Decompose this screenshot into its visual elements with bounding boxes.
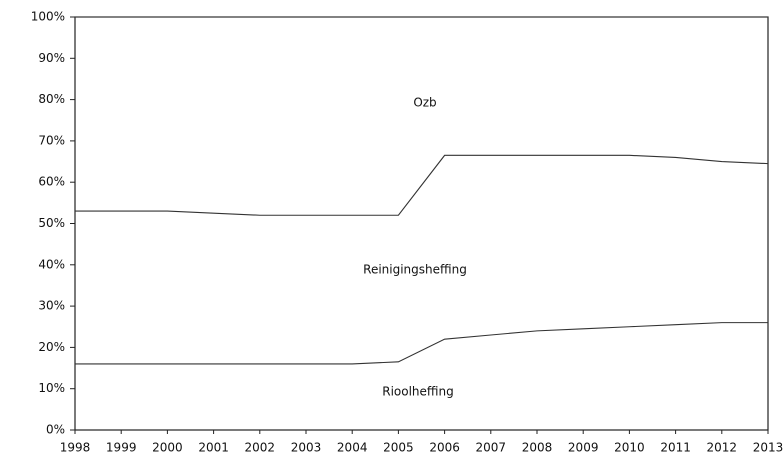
y-tick-label: 70% — [38, 133, 65, 147]
x-tick-label: 2011 — [660, 441, 691, 455]
y-tick-label: 40% — [38, 257, 65, 271]
series-label: Rioolheffing — [382, 385, 454, 399]
x-tick-label: 2001 — [198, 441, 229, 455]
x-tick-label: 2006 — [429, 441, 460, 455]
y-tick-label: 90% — [38, 51, 65, 65]
x-tick-label: 2009 — [568, 441, 599, 455]
series-label: Ozb — [413, 96, 436, 110]
series-label: Reinigingsheffing — [363, 263, 467, 277]
y-tick-label: 0% — [46, 423, 65, 437]
y-tick-label: 10% — [38, 381, 65, 395]
series-boundary — [75, 154, 769, 216]
x-tick-label: 2002 — [245, 441, 276, 455]
x-tick-label: 1999 — [106, 441, 137, 455]
x-tick-label: 2013 — [753, 441, 784, 455]
plot-frame — [74, 16, 769, 431]
x-tick-label: 2007 — [476, 441, 507, 455]
x-tick-label: 1998 — [60, 441, 91, 455]
x-tick-label: 2000 — [152, 441, 183, 455]
x-tick-label: 2003 — [291, 441, 322, 455]
y-tick-label: 30% — [38, 299, 65, 313]
x-tick-label: 2012 — [707, 441, 738, 455]
y-tick-label: 80% — [38, 92, 65, 106]
y-tick-label: 60% — [38, 175, 65, 189]
series-boundary — [75, 322, 768, 365]
y-tick-label: 100% — [31, 10, 65, 24]
y-tick-label: 50% — [38, 216, 65, 230]
y-tick-label: 20% — [38, 340, 65, 354]
x-tick-label: 2008 — [522, 441, 553, 455]
x-tick-label: 2005 — [383, 441, 414, 455]
x-tick-label: 2004 — [337, 441, 368, 455]
x-tick-label: 2010 — [614, 441, 645, 455]
